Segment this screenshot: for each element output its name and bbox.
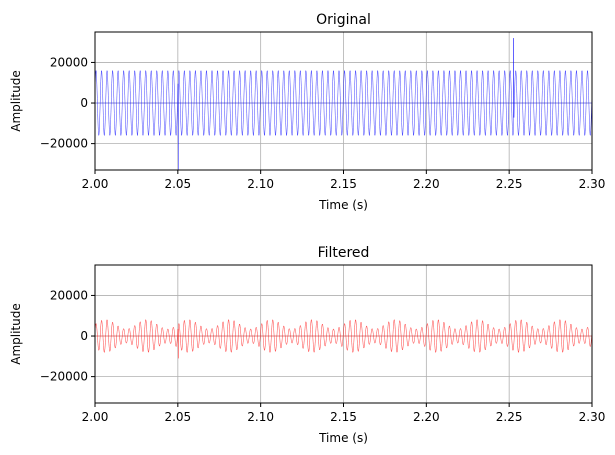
y-tick-label: 20000 [50,55,88,69]
x-tick-label: 2.15 [330,410,357,424]
subplot-original: 2.00 2.05 2.10 2.15 2.20 2.25 2.30 −20000 0 20000… [9,12,605,212]
y-tick-label: 0 [80,96,88,110]
x-tick-label: 2.15 [330,177,357,191]
x-tick-label: 2.05 [164,177,191,191]
subplot-title: Original [316,12,371,28]
x-tick-label: 2.20 [413,177,440,191]
y-tick-label: 0 [80,329,88,343]
x-tick-label: 2.20 [413,410,440,424]
signal-line-0 [95,38,592,170]
x-axis-label: Time (s) [318,198,368,212]
x-tick-label: 2.30 [579,177,606,191]
x-tick-label: 2.25 [496,410,523,424]
x-tick-label: 2.25 [496,177,523,191]
y-tick-label: −20000 [40,370,88,384]
x-tick-label: 2.05 [164,410,191,424]
subplot-title: Filtered [318,245,370,261]
y-tick-label: −20000 [40,137,88,151]
x-tick-label: 2.30 [579,410,606,424]
y-tick-label: 20000 [50,288,88,302]
x-tick-label: 2.00 [82,410,109,424]
x-tick-label: 2.10 [247,410,274,424]
y-axis-label: Amplitude [9,70,23,132]
y-axis-label: Amplitude [9,303,23,365]
x-axis-label: Time (s) [318,431,368,445]
x-tick-label: 2.00 [82,177,109,191]
x-tick-label: 2.10 [247,177,274,191]
subplot-filtered: 2.00 2.05 2.10 2.15 2.20 2.25 2.30 −20000 0 20000… [9,245,605,445]
signal-line-0 [95,319,592,359]
